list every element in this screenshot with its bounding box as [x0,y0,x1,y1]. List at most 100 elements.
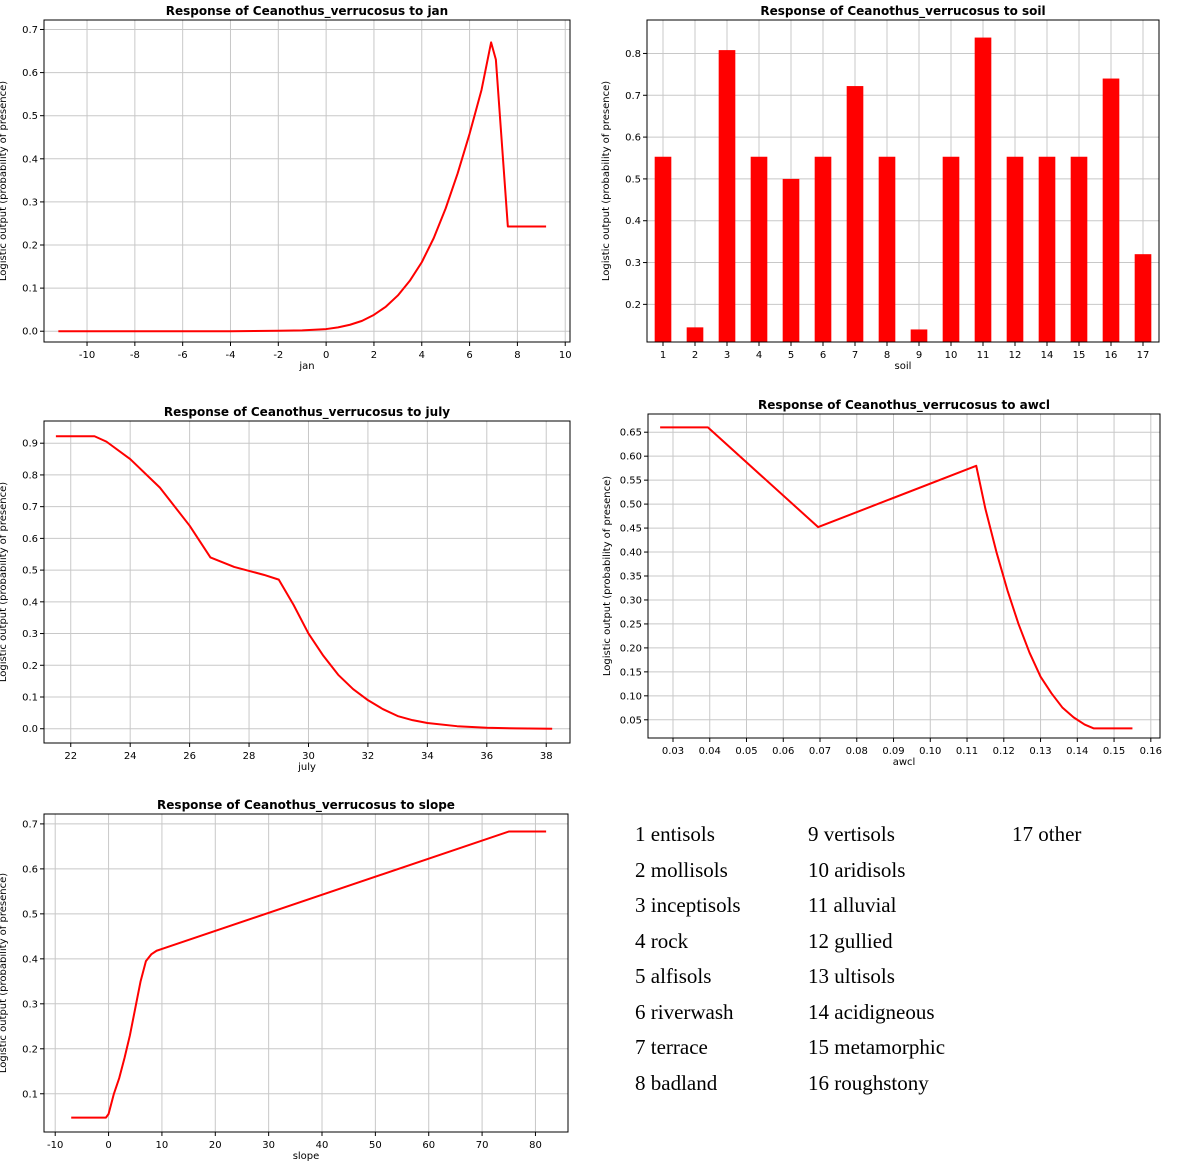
x-tick-label: -10 [47,1140,63,1151]
x-tick-label: -10 [79,350,95,361]
x-tick-label: -2 [273,350,283,361]
soil-legend-entry: 15 metamorphic [808,1035,946,1059]
x-tick-label: 4 [756,350,762,361]
plot-area [44,20,570,342]
y-tick-label: 0.7 [22,502,38,513]
x-tick-label: 8 [884,350,890,361]
y-axis-label: Logistic output (probability of presence… [601,81,612,281]
slope-response-chart: -10 0 10 20 30 40 50 60 70 80 0.1 0.2 0.3 0.4 0.5 0.6 0.… [0,797,590,1172]
x-tick-label: 6 [820,350,826,361]
y-tick-label: 0.35 [620,572,642,583]
bar [1006,156,1024,342]
soil-category-legend: 1 entisols 2 mollisols 3 inceptisols 4 r… [635,820,1155,1110]
x-tick-label: 40 [316,1140,329,1151]
bar [814,156,832,342]
bar [1102,78,1120,342]
y-tick-label: 0.50 [620,500,642,511]
bar [878,156,896,342]
soil-legend-entry: 11 alluvial [808,893,897,917]
x-tick-label: 8 [514,350,520,361]
soil-legend-entry: 14 acidigneous [808,999,935,1024]
x-tick-label: 32 [362,751,375,762]
chart-title: Response of Ceanothus_verrucosus to jan [166,4,448,19]
y-tick-label: 0.8 [625,49,641,60]
x-tick-label: 11 [977,350,990,361]
y-tick-label: 0.55 [620,476,642,487]
july-response-chart: 22 24 26 28 30 32 34 36 38 0.0 0.1 0.2 0.3 0.4 0.5 0.6 0… [0,396,590,786]
x-axis-label: soil [895,361,912,372]
bar [718,50,736,342]
x-tick-label: 36 [480,751,493,762]
bar [1134,254,1152,342]
x-tick-label: 20 [209,1140,222,1151]
x-tick-label: 3 [724,350,730,361]
x-tick-label: 0.11 [956,746,978,757]
x-tick-label: 5 [788,350,794,361]
soil-legend-entry: 13 ultisols [808,964,895,988]
x-tick-label: 16 [1105,350,1118,361]
y-tick-label: 0.3 [22,629,38,640]
x-tick-label: 22 [64,751,77,762]
soil-legend-entry: 1 entisols [635,822,715,846]
y-tick-label: 0.6 [625,133,641,144]
x-axis-label: slope [293,1151,320,1162]
x-tick-label: 0.09 [882,746,904,757]
x-tick-label: 9 [916,350,922,361]
y-tick-label: 0.25 [620,619,642,630]
y-tick-label: 0.20 [620,643,642,654]
slope-chart-svg: -10 0 10 20 30 40 50 60 70 80 0.1 0.2 0.3 0.4 0.5 0.6 0.… [0,798,569,1162]
bar [750,156,768,342]
soil-legend-entry: 17 other [1012,822,1082,846]
chart-title: Response of Ceanothus_verrucosus to soil [760,4,1045,19]
plot-area [44,814,568,1132]
x-tick-label: 30 [302,751,315,762]
soil-legend-entry: 8 badland [635,1070,718,1095]
y-tick-label: 0.30 [620,595,642,606]
soil-chart-svg: 1 2 3 4 5 6 7 8 9 10 11 12 14 15 16 170.20.30.40.50.60.… [601,4,1160,372]
y-tick-label: 0.3 [22,197,38,208]
y-tick-label: 0.6 [22,534,38,545]
july-chart-svg: 22 24 26 28 30 32 34 36 38 0.0 0.1 0.2 0.3 0.4 0.5 0.6 0… [0,405,571,773]
soil-legend-entry: 9 vertisols [808,822,895,846]
y-tick-label: 0.05 [620,715,642,726]
y-tick-label: 0.7 [22,819,38,830]
chart-title: Response of Ceanothus_verrucosus to slop… [157,798,455,813]
x-tick-label: 26 [183,751,196,762]
y-tick-label: 0.4 [22,597,38,608]
x-tick-label: 10 [559,350,572,361]
y-tick-label: 0.60 [620,452,642,463]
y-tick-label: 0.10 [620,691,642,702]
bar [910,329,928,342]
response-curve [660,426,1133,730]
y-tick-label: 0.3 [625,258,641,269]
x-tick-label: 12 [1009,350,1022,361]
soil-legend-entry: 16 roughstony [808,1070,929,1095]
x-tick-label: 0.06 [772,746,794,757]
x-tick-label: 2 [692,350,698,361]
x-tick-label: 0.10 [919,746,941,757]
plot-frame [43,19,571,343]
y-tick-label: 0.3 [22,999,38,1010]
plot-frame [647,413,1161,739]
jan-chart-svg: -10 -8 -6 -4 -2 0 2 4 6 8 10 0.0 0.1 0.2 0.3 0.4 0.5 0.6 0… [0,4,572,372]
x-axis-label: july [297,762,316,773]
y-tick-label: 0.4 [625,216,641,227]
x-tick-label: 0.03 [662,746,684,757]
y-tick-label: 0.8 [22,470,38,481]
x-tick-label: 0.08 [846,746,868,757]
soil-legend-column: 1 entisols 2 mollisols 3 inceptisols 4 r… [635,820,741,1104]
x-tick-label: 34 [421,751,434,762]
y-tick-label: 0.5 [22,111,38,122]
y-tick-label: 0.7 [625,91,641,102]
y-tick-label: 0.1 [22,693,38,704]
x-tick-label: 4 [419,350,425,361]
soil-legend-entry: 3 inceptisols [635,893,741,917]
y-tick-label: 0.4 [22,954,38,965]
x-tick-label: 17 [1137,350,1150,361]
x-tick-label: 60 [422,1140,435,1151]
plot-area [44,421,570,743]
bar [782,178,800,342]
y-axis-label: Logistic output (probability of presence… [0,873,9,1073]
x-tick-label: 10 [945,350,958,361]
y-tick-label: 0.45 [620,524,642,535]
